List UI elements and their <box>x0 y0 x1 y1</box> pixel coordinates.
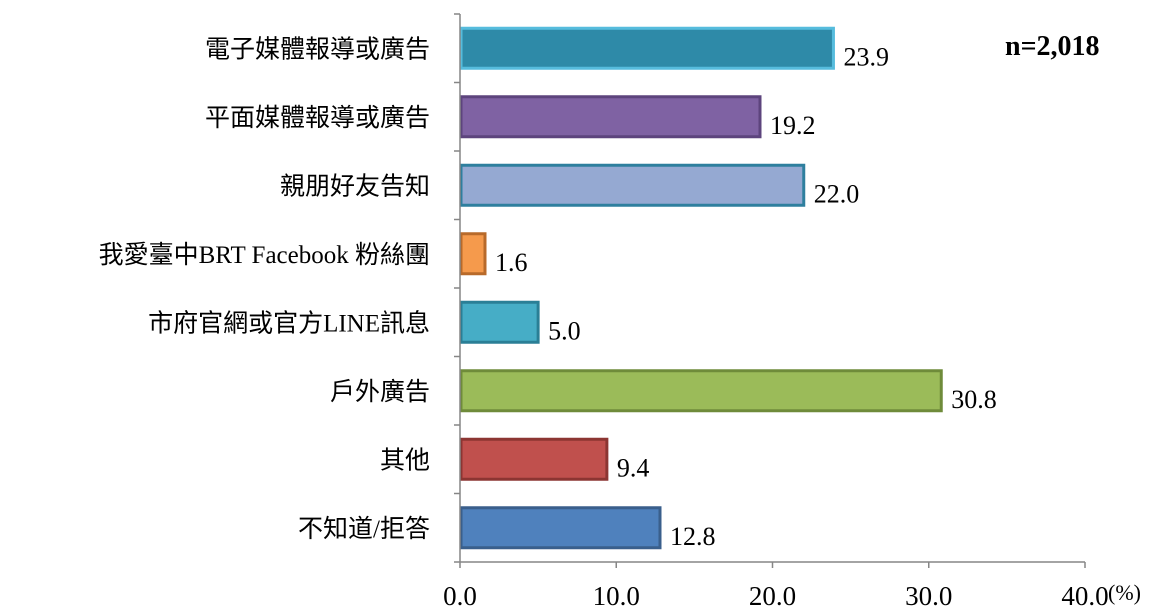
sample-size-annotation: n=2,018 <box>1005 31 1100 62</box>
bar-5 <box>459 369 943 413</box>
category-label-1: 平面媒體報導或廣告 <box>205 104 430 132</box>
y-axis-ticks-group <box>454 13 460 563</box>
x-tick-label-0: 0.0 <box>443 581 477 611</box>
x-tick-label-3: 30.0 <box>905 581 952 611</box>
value-label-4: 5.0 <box>548 316 581 345</box>
x-axis-ticks-group: 0.0 10.0 20.0 30.0 40.0 <box>443 562 1109 611</box>
x-tick-label-1: 10.0 <box>593 581 640 611</box>
category-label-3: 我愛臺中BRT Facebook 粉絲團 <box>99 241 430 269</box>
category-label-4: 市府官網或官方LINE訊息 <box>148 309 430 337</box>
value-label-7: 12.8 <box>670 522 716 551</box>
bar-6 <box>459 437 609 481</box>
value-labels-group: 23.9 19.2 22.0 1.6 5.0 30.8 9.4 12.8 <box>495 42 997 551</box>
bar-2 <box>459 163 806 207</box>
value-label-0: 23.9 <box>843 42 889 71</box>
category-label-2: 親朋好友告知 <box>280 172 430 200</box>
value-label-5: 30.8 <box>951 385 997 414</box>
bar-3 <box>459 232 487 276</box>
value-label-2: 22.0 <box>814 179 860 208</box>
category-label-0: 電子媒體報導或廣告 <box>205 35 430 63</box>
bars-group <box>459 26 943 550</box>
category-label-6: 其他 <box>380 446 430 474</box>
category-label-7: 不知道/拒答 <box>298 515 430 543</box>
value-label-6: 9.4 <box>617 453 650 482</box>
bar-4 <box>459 300 540 344</box>
x-axis-unit-label: (%) <box>1108 580 1141 605</box>
bar-0 <box>459 26 835 70</box>
x-tick-label-4: 40.0 <box>1061 581 1108 611</box>
x-tick-label-2: 20.0 <box>749 581 796 611</box>
value-label-1: 19.2 <box>770 111 816 140</box>
bar-7 <box>459 506 662 550</box>
category-label-5: 戶外廣告 <box>330 378 430 406</box>
bar-1 <box>459 95 762 139</box>
value-label-3: 1.6 <box>495 248 528 277</box>
